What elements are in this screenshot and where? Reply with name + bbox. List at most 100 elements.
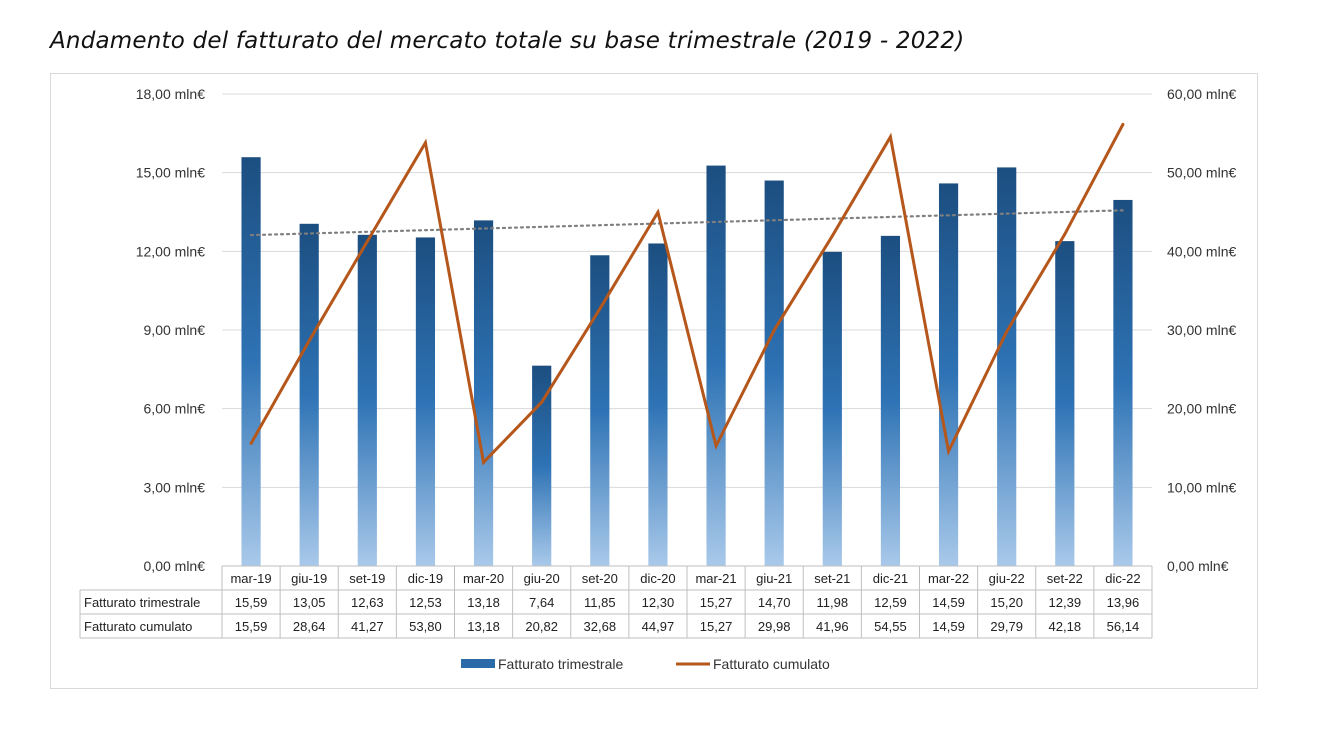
x-tick-label: set-21 <box>814 571 850 586</box>
bar <box>997 167 1017 566</box>
line-point <box>307 339 311 343</box>
line-point <box>1063 232 1067 236</box>
x-tick-label: giu-20 <box>524 571 560 586</box>
line-point <box>598 307 602 311</box>
x-tick-label: dic-21 <box>873 571 908 586</box>
line-point <box>540 400 544 404</box>
data-label: 56,14 <box>1107 619 1140 634</box>
data-label: 28,64 <box>293 619 326 634</box>
x-tick-label: set-19 <box>349 571 385 586</box>
data-label: 7,64 <box>529 595 554 610</box>
y-left-tick-label: 9,00 mln€ <box>144 322 206 338</box>
data-label: 14,59 <box>932 619 965 634</box>
trendline <box>249 209 1125 237</box>
line-point <box>714 444 718 448</box>
bar <box>590 255 610 566</box>
y-right-tick-label: 60,00 mln€ <box>1167 86 1236 102</box>
data-label: 41,96 <box>816 619 849 634</box>
trendline-path <box>249 209 1125 237</box>
line-point <box>365 239 369 243</box>
x-tick-label: giu-22 <box>989 571 1025 586</box>
data-label: 12,63 <box>351 595 384 610</box>
data-label: 12,53 <box>409 595 442 610</box>
data-label: 15,59 <box>235 619 268 634</box>
line-point <box>947 449 951 453</box>
line-point <box>249 441 253 445</box>
bar <box>473 220 494 566</box>
legend-label: Fatturato cumulato <box>713 656 830 672</box>
line-point <box>1121 122 1125 126</box>
bar <box>764 180 784 567</box>
x-tick-label: mar-19 <box>230 571 271 586</box>
data-label: 12,30 <box>642 595 675 610</box>
data-label: 41,27 <box>351 619 384 634</box>
table-row-label: Fatturato trimestrale <box>84 595 200 610</box>
bar-series <box>241 157 1133 567</box>
line-point <box>423 141 427 145</box>
y-left-tick-label: 15,00 mln€ <box>136 165 205 181</box>
data-label: 13,18 <box>467 595 500 610</box>
y-axis-left: 0,00 mln€ 3,00 mln€ 6,00 mln€ 9,00 mln€ 12,0… <box>136 86 205 574</box>
bar <box>415 237 436 567</box>
data-label: 29,79 <box>990 619 1023 634</box>
bar <box>241 157 261 566</box>
chart-title: Andamento del fatturato del mercato tota… <box>50 28 965 54</box>
y-left-tick-label: 18,00 mln€ <box>136 86 205 102</box>
bar <box>532 365 552 566</box>
data-label: 15,59 <box>235 595 268 610</box>
data-label: 15,20 <box>990 595 1023 610</box>
data-label: 53,80 <box>409 619 442 634</box>
data-label: 14,70 <box>758 595 791 610</box>
x-tick-label: set-22 <box>1047 571 1083 586</box>
legend: Fatturato trimestrale Fatturato cumulato <box>461 656 830 672</box>
data-label: 13,96 <box>1107 595 1140 610</box>
bar <box>299 223 319 567</box>
y-right-tick-label: 0,00 mln€ <box>1167 558 1229 574</box>
bar <box>648 243 668 566</box>
data-label: 20,82 <box>525 619 558 634</box>
x-tick-label: giu-19 <box>291 571 327 586</box>
line-point <box>482 460 486 464</box>
data-label: 42,18 <box>1049 619 1082 634</box>
data-label: 44,97 <box>642 619 675 634</box>
line-series <box>249 122 1125 466</box>
data-label: 54,55 <box>874 619 907 634</box>
data-label: 12,59 <box>874 595 907 610</box>
x-tick-label: dic-19 <box>408 571 443 586</box>
legend-swatch-bar <box>461 659 495 668</box>
line-point <box>656 210 660 214</box>
bar <box>880 235 901 566</box>
data-label: 13,05 <box>293 595 326 610</box>
y-left-tick-label: 12,00 mln€ <box>136 243 205 259</box>
line-path <box>249 123 1125 466</box>
y-right-tick-label: 40,00 mln€ <box>1167 243 1236 259</box>
y-left-tick-label: 6,00 mln€ <box>144 401 206 417</box>
data-label: 29,98 <box>758 619 791 634</box>
table-row-label: Fatturato cumulato <box>84 619 192 634</box>
x-tick-label: set-20 <box>582 571 618 586</box>
data-label: 12,39 <box>1049 595 1082 610</box>
bar <box>1113 199 1133 566</box>
data-label: 32,68 <box>584 619 617 634</box>
data-label: 11,98 <box>817 595 849 610</box>
bar <box>938 183 959 566</box>
y-left-tick-label: 3,00 mln€ <box>144 479 206 495</box>
y-right-tick-label: 30,00 mln€ <box>1167 322 1236 338</box>
y-right-tick-label: 20,00 mln€ <box>1167 401 1236 417</box>
y-right-tick-label: 10,00 mln€ <box>1167 479 1236 495</box>
bar <box>357 234 377 566</box>
y-left-tick-label: 0,00 mln€ <box>144 558 206 574</box>
data-label: 14,59 <box>932 595 965 610</box>
data-label: 15,27 <box>700 595 733 610</box>
bar <box>706 165 726 566</box>
x-tick-label: giu-21 <box>756 571 792 586</box>
data-label: 15,27 <box>700 619 733 634</box>
bar <box>822 251 842 566</box>
line-point <box>830 234 834 238</box>
data-table: mar-19 giu-19 set-19 dic-19 mar-20 giu-20 set-… <box>79 565 1153 639</box>
data-label: 11,85 <box>584 595 616 610</box>
data-label: 13,18 <box>467 619 500 634</box>
x-tick-label: mar-20 <box>463 571 504 586</box>
x-tick-label: dic-20 <box>640 571 675 586</box>
